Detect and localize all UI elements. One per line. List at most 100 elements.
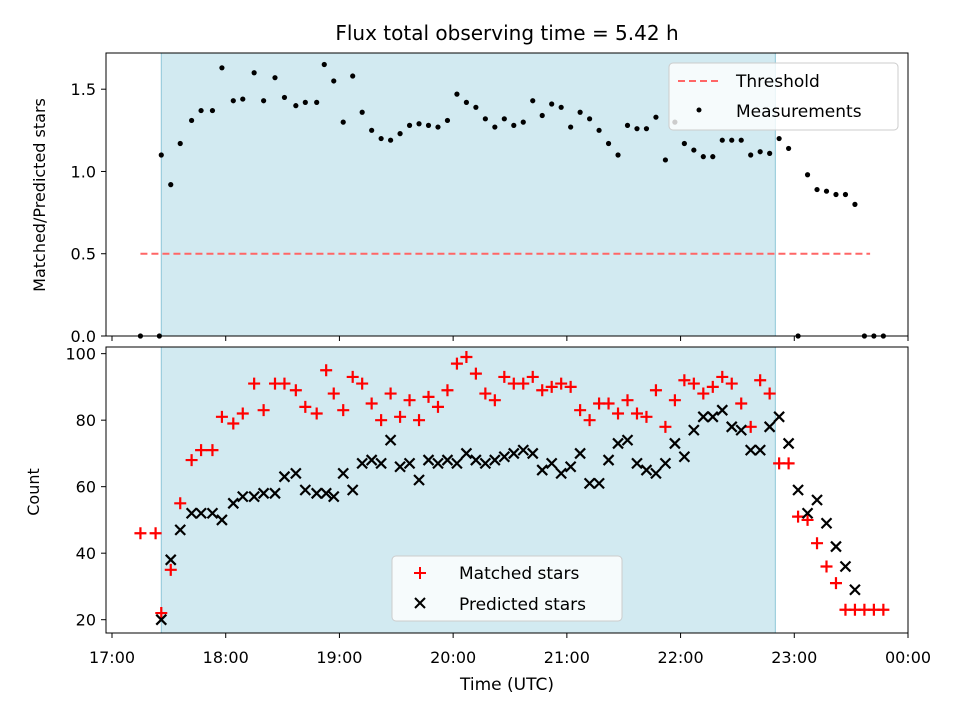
predicted-star-point bbox=[337, 467, 349, 480]
measurement-point bbox=[444, 117, 451, 124]
measurement-point bbox=[272, 75, 278, 81]
predicted-star-point bbox=[320, 487, 332, 500]
measurement-point bbox=[549, 101, 555, 107]
ratio-y-axis: 0.0 0.5 1.0 1.5 bbox=[71, 80, 106, 346]
predicted-star-point bbox=[257, 487, 270, 500]
measurement-point bbox=[653, 114, 659, 120]
measurement-point bbox=[814, 186, 820, 193]
predicted-star-point bbox=[574, 447, 586, 460]
predicted-star-point bbox=[248, 490, 260, 503]
predicted-star-point bbox=[545, 457, 558, 470]
predicted-star-point bbox=[820, 517, 833, 530]
predicted-star-point bbox=[508, 447, 520, 460]
predicted-star-point bbox=[327, 490, 340, 503]
measurement-point bbox=[378, 135, 384, 142]
ratio-panel: 0.0 0.5 1.0 1.5 Matched/Predicted stars Thr… bbox=[30, 52, 909, 346]
matched-star-point bbox=[155, 607, 168, 620]
measurement-point bbox=[681, 140, 687, 147]
matched-star-point bbox=[564, 380, 577, 393]
predicted-star-point bbox=[479, 457, 492, 470]
x-tick-label: 20:00 bbox=[430, 648, 476, 667]
predicted-star-point bbox=[763, 421, 776, 433]
measurement-point bbox=[710, 154, 716, 160]
predicted-star-point bbox=[725, 421, 738, 433]
measurement-point bbox=[314, 99, 320, 105]
x-tick-label: 18:00 bbox=[203, 648, 249, 667]
predicted-star-point bbox=[422, 454, 435, 466]
matched-star-point bbox=[310, 407, 323, 420]
measurement-point bbox=[615, 152, 621, 158]
matched-star-point bbox=[257, 404, 270, 417]
predicted-star-point bbox=[498, 450, 511, 463]
predicted-star-point bbox=[839, 560, 852, 573]
matched-star-point bbox=[248, 377, 261, 390]
matched-star-point bbox=[337, 404, 350, 417]
count-plot-frame bbox=[105, 346, 909, 634]
matched-star-point bbox=[227, 417, 240, 430]
matched-star-point bbox=[327, 387, 340, 400]
predicted-star-point bbox=[526, 447, 539, 460]
matched-star-point bbox=[697, 387, 710, 400]
measurement-point bbox=[177, 140, 183, 147]
matched-star-point bbox=[782, 457, 795, 470]
count-legend-box bbox=[391, 555, 623, 622]
matched-star-point bbox=[640, 410, 653, 423]
measurement-point bbox=[577, 109, 583, 115]
measurement-point bbox=[539, 112, 545, 119]
predicted-star-point bbox=[593, 477, 605, 490]
predicted-star-point bbox=[621, 434, 634, 446]
measurement-point bbox=[634, 126, 640, 132]
predicted-star-point bbox=[631, 457, 643, 470]
predicted-star-point bbox=[517, 444, 530, 456]
predicted-star-point bbox=[678, 450, 691, 463]
matched-star-point bbox=[206, 444, 219, 457]
measurement-point bbox=[587, 116, 593, 122]
matched-star-point bbox=[394, 410, 407, 423]
predicted-star-point bbox=[185, 507, 198, 520]
x-axis-label: Time (UTC) bbox=[459, 675, 554, 695]
predicted-star-point bbox=[460, 447, 473, 460]
predicted-star-point bbox=[394, 460, 406, 473]
predicted-star-point bbox=[707, 411, 719, 423]
measurement-point bbox=[198, 107, 204, 114]
predicted-star-point bbox=[441, 454, 454, 466]
matched-star-point bbox=[320, 364, 333, 377]
measurement-point bbox=[624, 122, 631, 128]
matched-star-point bbox=[164, 563, 177, 576]
measurement-point bbox=[219, 65, 225, 71]
matched-star-point bbox=[299, 400, 312, 413]
measurement-point bbox=[691, 147, 697, 153]
measurement-point bbox=[397, 131, 403, 137]
matched-star-point bbox=[725, 377, 738, 390]
y-tick-label: 20 bbox=[76, 611, 96, 630]
predicted-star-point bbox=[612, 437, 624, 450]
ratio-x-axis bbox=[111, 336, 909, 341]
predicted-star-point bbox=[555, 467, 567, 480]
predicted-legend-label: Predicted stars bbox=[459, 595, 586, 615]
matched-star-point bbox=[413, 414, 426, 427]
matched-star-point bbox=[236, 407, 249, 420]
measurement-point bbox=[331, 78, 337, 84]
measurement-point bbox=[454, 91, 460, 97]
matched-star-point bbox=[517, 377, 530, 390]
matched-star-point bbox=[621, 394, 634, 407]
matched-star-point bbox=[763, 387, 776, 400]
predicted-star-point bbox=[697, 411, 710, 423]
predicted-star-point bbox=[236, 490, 249, 503]
measurement-point bbox=[293, 103, 299, 109]
matched-star-point bbox=[659, 420, 672, 433]
predicted-star-point bbox=[164, 554, 177, 566]
chart-title: Flux total observing time = 5.42 h bbox=[335, 21, 678, 45]
matched-legend-swatch bbox=[414, 567, 426, 579]
matched-star-point bbox=[877, 603, 890, 616]
predicted-star-point bbox=[659, 457, 672, 470]
measurement-point bbox=[435, 124, 441, 130]
count-y-axis-label: Count bbox=[24, 468, 43, 516]
matched-star-point bbox=[754, 374, 767, 387]
x-tick-label: 00:00 bbox=[885, 648, 931, 667]
measurement-point bbox=[158, 152, 164, 158]
matched-star-point bbox=[195, 444, 208, 457]
matched-star-point bbox=[403, 394, 416, 407]
matched-star-point bbox=[716, 370, 729, 383]
matched-star-point bbox=[687, 377, 700, 390]
